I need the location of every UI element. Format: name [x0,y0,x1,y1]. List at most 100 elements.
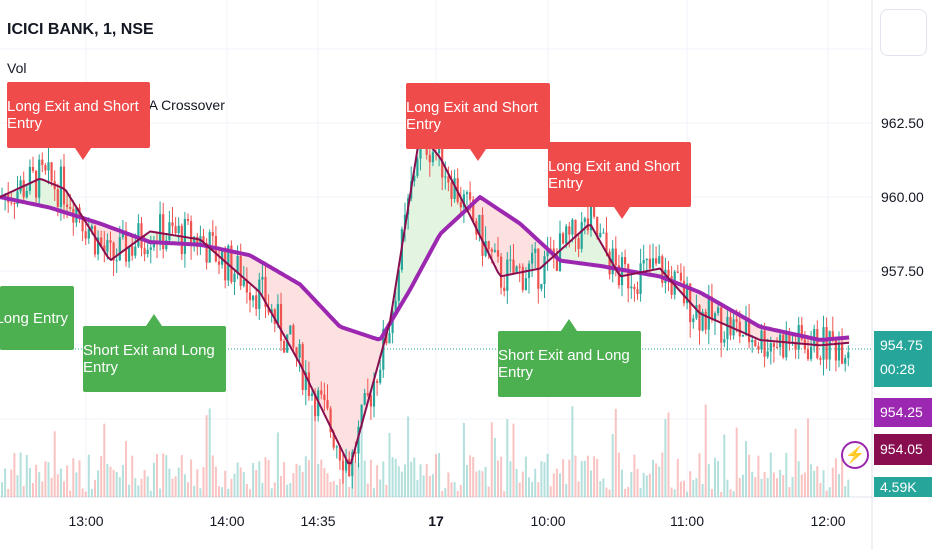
volume-bar [146,476,149,497]
volume-bar [230,478,233,497]
volume-bar [255,470,258,497]
ma-fill-strip [368,336,370,402]
volume-bar [772,472,775,497]
volume-bar [664,419,667,497]
volume-bar [586,455,589,497]
ma-fill-strip [290,278,292,346]
signal-text: Short Exit and Long Entry [83,342,215,376]
ma-fill-strip [794,334,796,343]
volume-bar [543,462,546,497]
volume-bar [630,472,633,497]
volume-bar [78,460,81,497]
candle-body [376,380,379,383]
candle-body [844,358,847,364]
candle-body [25,190,28,198]
volume-bar [16,475,19,497]
ma-fill-strip [186,237,188,244]
ma-fill-strip [148,232,150,242]
volume-bar [509,461,512,497]
volume-bar [614,408,617,497]
candle-body [444,176,447,178]
volume-bar [741,474,744,497]
candle-body [245,279,248,293]
candle-body [453,178,456,199]
candle-body [571,219,574,235]
ma-fill-strip [44,180,46,207]
ma-fill-strip [238,252,240,273]
ma-fill-strip [374,338,376,380]
volume-bar [658,466,661,497]
chart-settings-button[interactable] [880,9,927,56]
volume-bar [459,484,462,497]
volume-bar [810,464,813,497]
ma-fill-strip [440,157,442,235]
volume-bar [252,463,255,497]
volume-bar [115,471,118,497]
ma-fill-strip [848,337,850,343]
volume-bar [838,473,840,497]
candle-body [103,245,106,252]
volume-bar [754,477,757,497]
candle-body [236,256,239,274]
volume-bar [323,468,326,497]
volume-bar [679,481,682,497]
ma-fill-strip [324,309,326,414]
ma-fill-strip [752,322,754,337]
volume-bar [134,478,137,497]
candle-body [31,166,35,171]
volume-bar [280,476,282,497]
ma-fill-strip [28,184,30,203]
ma-fill-strip [530,232,532,271]
ma-fill-strip [562,248,564,261]
volume-bar [397,466,400,497]
volume-bar [704,404,707,497]
candle-body [196,236,199,248]
candle-body [521,266,524,291]
candle-body [394,300,397,312]
volume-bar [121,464,124,497]
candle-body [397,269,400,301]
volume-bar [59,468,62,497]
ma-fill-strip [300,284,302,364]
volume-bar [596,458,599,497]
volume-bar [847,479,850,497]
candle-body [115,260,118,262]
candle-body [534,248,537,253]
ma-fill-strip [370,336,372,395]
candle-body [481,214,484,256]
candle-body [741,334,744,337]
candle-body [19,180,22,192]
candle-body [841,344,844,364]
ma-fill-strip [152,231,154,243]
lightning-icon[interactable]: ⚡ [841,441,869,469]
candle-body [357,426,360,454]
candle-body [152,241,155,248]
volume-legend[interactable]: Vol [7,60,27,76]
volume-bar [239,467,242,497]
candle-body [642,260,645,264]
volume-bar [605,487,608,497]
candle-body [354,452,357,454]
candle-body [10,202,13,204]
ma-fill [0,133,850,468]
volume-bar [788,487,791,497]
ma-fill-strip [818,339,820,346]
candle-body [41,159,44,166]
ma-fill-strip [418,146,420,275]
volume-bar [562,459,565,497]
candle-body [351,452,354,477]
candle-body [431,152,434,163]
ma-fill-strip [470,206,472,216]
volume-bar [75,472,78,497]
ma-fill-strip [48,181,50,208]
x-tick-label: 14:35 [300,513,336,529]
volume-bar [655,463,658,497]
candle-body [695,304,698,319]
volume-bar [369,459,372,497]
volume-bar [50,477,53,497]
volume-bar [636,468,639,497]
volume-bar [376,465,379,497]
x-tick-label: 12:00 [810,513,846,529]
symbol-title[interactable]: ICICI BANK, 1, NSE [7,21,154,38]
candle-body [261,276,264,280]
